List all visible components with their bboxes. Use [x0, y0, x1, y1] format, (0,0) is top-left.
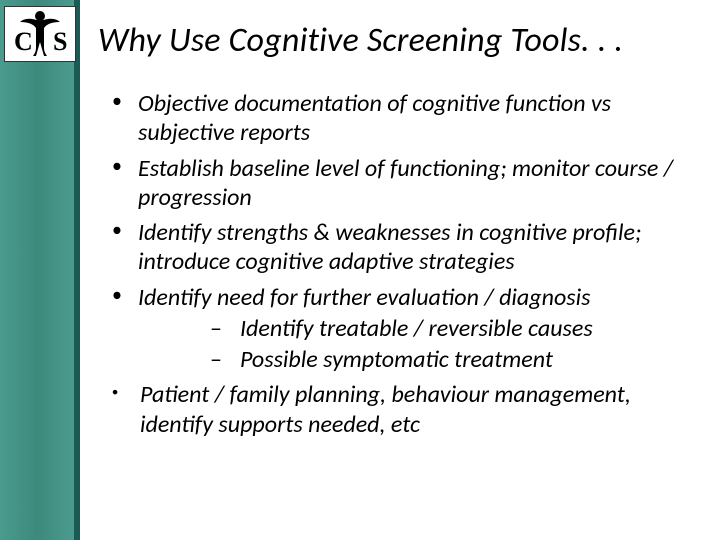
logo-letter-s: S	[53, 27, 67, 56]
slide-content: Why Use Cognitive Screening Tools. . . O…	[98, 20, 708, 439]
bullet-text: Identify strengths & weaknesses in cogni…	[138, 218, 641, 276]
bullet-item: Identify need for further evaluation / d…	[112, 283, 708, 375]
sub-bullet-item: Identify treatable / reversible causes	[210, 314, 708, 343]
bullet-list: Objective documentation of cognitive fun…	[98, 89, 708, 374]
bullet-text: Establish baseline level of functioning;…	[138, 154, 673, 212]
sub-bullet-list: Identify treatable / reversible causes P…	[138, 314, 708, 375]
logo: C S	[4, 6, 76, 62]
bullet-item: Objective documentation of cognitive fun…	[112, 89, 708, 148]
sub-bullet-text: Possible symptomatic treatment	[240, 345, 553, 374]
final-bullet: Patient / family planning, behaviour man…	[108, 380, 708, 439]
bullet-text: Objective documentation of cognitive fun…	[138, 89, 611, 147]
bullet-text: Identify need for further evaluation / d…	[138, 283, 590, 312]
bullet-item: Establish baseline level of functioning;…	[112, 154, 708, 213]
sidebar-accent: C S	[0, 0, 80, 540]
final-bullet-text: Patient / family planning, behaviour man…	[140, 380, 631, 438]
slide-title: Why Use Cognitive Screening Tools. . .	[98, 20, 708, 61]
logo-letter-c: C	[14, 27, 33, 56]
sub-bullet-text: Identify treatable / reversible causes	[240, 314, 593, 343]
bullet-item: Identify strengths & weaknesses in cogni…	[112, 218, 708, 277]
sub-bullet-item: Possible symptomatic treatment	[210, 345, 708, 374]
logo-svg: C S	[6, 8, 74, 60]
